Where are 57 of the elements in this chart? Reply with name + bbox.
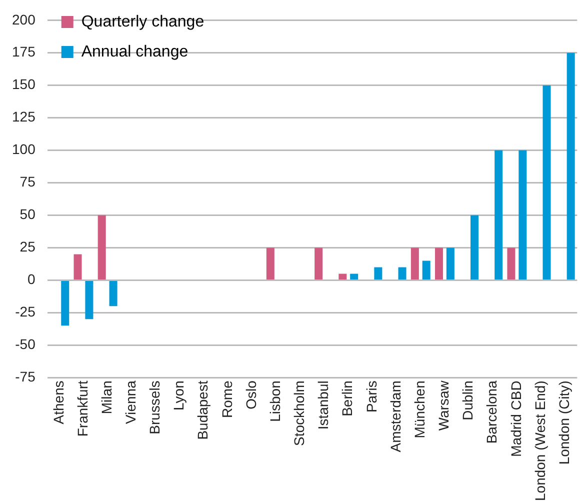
bar — [566, 52, 575, 280]
x-tick-label: Stockholm — [291, 380, 308, 446]
bar — [61, 280, 70, 326]
y-tick-label: 175 — [12, 44, 36, 60]
x-tick-label: Lyon — [170, 380, 187, 410]
x-tick-label: Athens — [50, 380, 66, 424]
bar — [434, 248, 443, 280]
legend-label: Quarterly change — [81, 13, 204, 30]
bar — [422, 260, 430, 280]
bar — [109, 280, 118, 306]
y-tick-label: 75 — [20, 174, 36, 190]
bar — [74, 254, 82, 280]
x-tick-label: Dublin — [460, 380, 476, 420]
legend-label: Annual change — [81, 43, 188, 60]
y-tick-label: 50 — [20, 206, 36, 222]
bar — [98, 215, 106, 280]
x-tick-label: Rome — [218, 380, 235, 418]
bar — [507, 248, 516, 280]
x-tick-label: Budapest — [194, 380, 211, 440]
x-tick-label: Barcelona — [484, 380, 500, 444]
x-tick-label: London (City) — [556, 380, 572, 465]
y-tick-label: -25 — [15, 304, 36, 320]
x-tick-label: Milan — [98, 380, 114, 414]
x-tick-label: Brussels — [146, 380, 163, 434]
bar — [494, 150, 503, 280]
x-tick-label: London (West End) — [532, 380, 548, 502]
bar — [374, 267, 382, 280]
x-tick-label: Vienna — [122, 380, 139, 424]
bar — [398, 267, 406, 280]
x-tick-label: Oslo — [242, 380, 259, 410]
bar — [266, 248, 274, 280]
bar — [338, 274, 347, 280]
x-tick-label: München — [411, 380, 428, 438]
bar — [470, 215, 479, 280]
x-tick-label: Amsterdam — [387, 380, 404, 452]
x-tick-label: Paris — [363, 380, 380, 413]
bar — [446, 248, 454, 280]
y-tick-label: 0 — [28, 271, 36, 288]
x-tick-label: Warsaw — [436, 380, 452, 431]
y-tick-label: 150 — [12, 76, 36, 92]
bar — [518, 150, 527, 280]
x-tick-label: Istanbul — [315, 380, 332, 430]
x-tick-label: Lisbon — [266, 380, 283, 422]
y-tick-label: 125 — [12, 108, 36, 125]
y-tick-label: 200 — [12, 11, 36, 28]
y-tick-label: -50 — [15, 336, 36, 352]
bar — [410, 248, 419, 280]
y-tick-label: -75 — [15, 368, 36, 384]
bar — [85, 280, 94, 320]
bar — [542, 85, 551, 280]
x-tick-label: Madrid CBD — [508, 380, 524, 457]
bar — [314, 248, 323, 280]
y-tick-label: 100 — [12, 141, 36, 158]
x-tick-label: Berlin — [339, 380, 356, 416]
bar — [350, 274, 358, 280]
y-tick-label: 25 — [20, 238, 36, 255]
x-tick-label: Frankfurt — [74, 380, 90, 437]
